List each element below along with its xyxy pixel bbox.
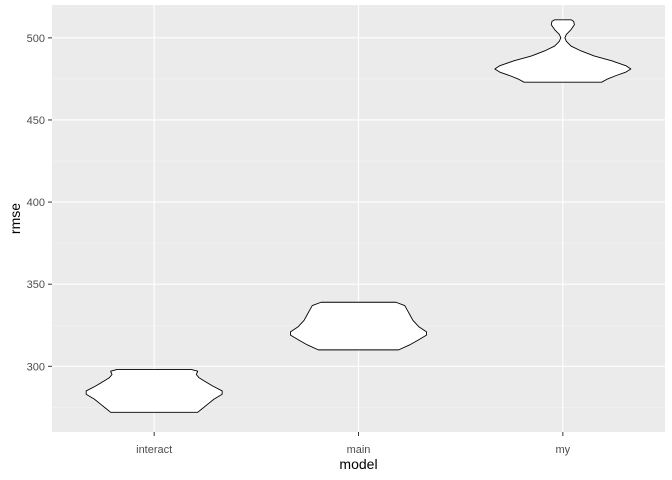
violins bbox=[85, 19, 632, 413]
y-tick-label: 400 bbox=[27, 197, 45, 209]
y-tick-label: 300 bbox=[27, 361, 45, 373]
x-tick-label: my bbox=[555, 444, 570, 456]
x-axis: interact main my bbox=[136, 432, 571, 456]
x-tick-label: interact bbox=[136, 444, 172, 456]
y-tick-label: 350 bbox=[27, 279, 45, 291]
y-axis-title: rmse bbox=[7, 203, 23, 234]
violin-interact bbox=[85, 369, 223, 413]
y-tick-label: 500 bbox=[27, 33, 45, 45]
y-tick-label: 450 bbox=[27, 115, 45, 127]
x-tick-label: main bbox=[347, 444, 371, 456]
y-axis: 300 350 400 450 500 bbox=[27, 33, 52, 373]
violin-main bbox=[290, 301, 427, 351]
x-axis-title: model bbox=[339, 456, 377, 472]
violin-my bbox=[494, 19, 632, 83]
